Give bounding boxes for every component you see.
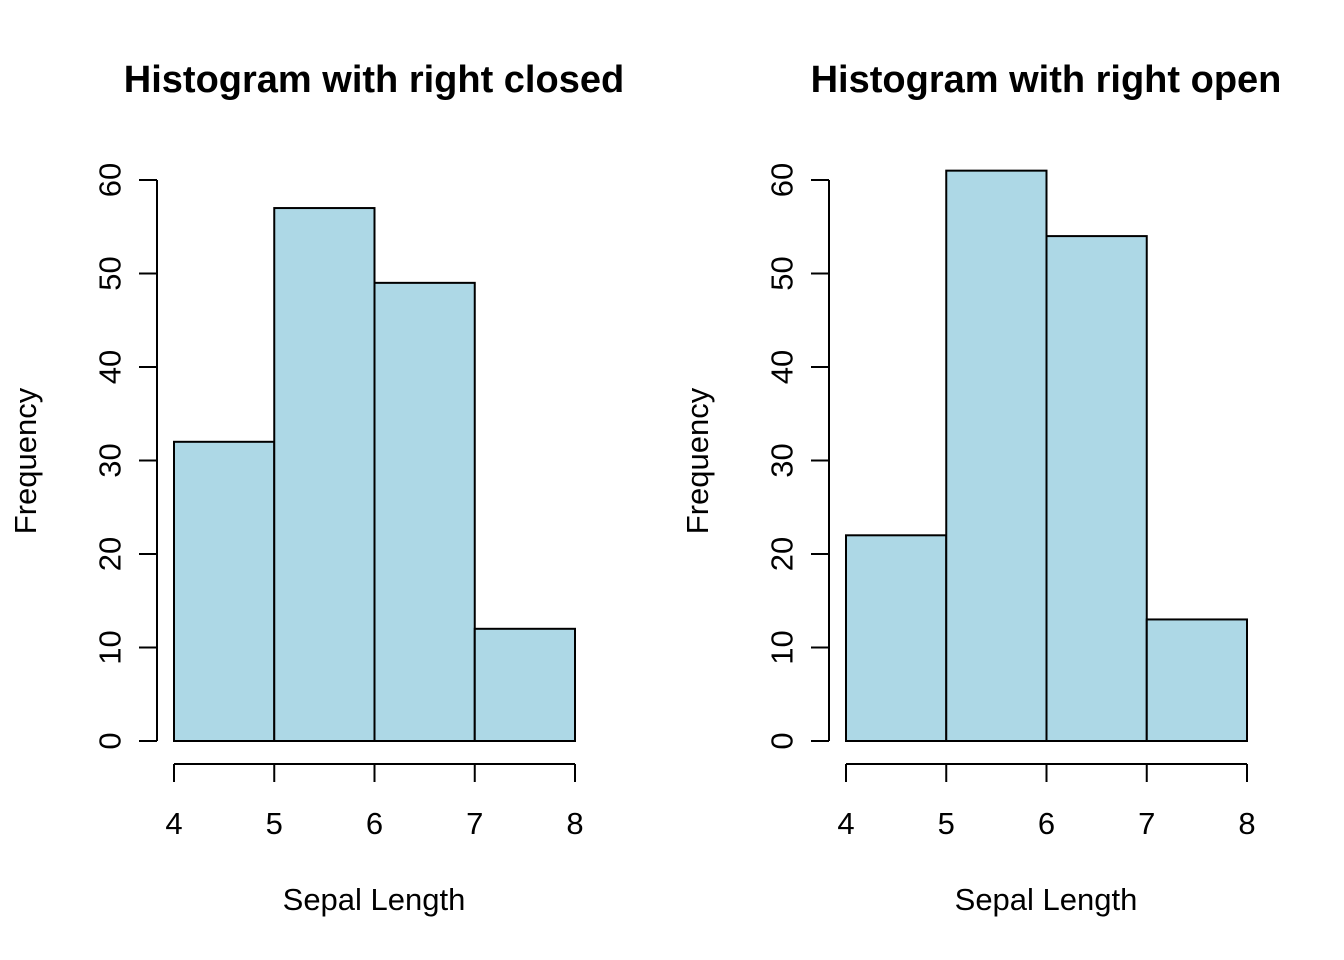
- y-tick-label: 0: [93, 732, 128, 749]
- histogram-bar: [945, 169, 1048, 742]
- y-tick-label: 20: [765, 537, 800, 571]
- histogram-bar: [1045, 235, 1148, 742]
- y-tick-label: 20: [93, 537, 128, 571]
- histogram-bar: [373, 281, 476, 742]
- histogram-bar: [845, 534, 948, 742]
- y-tick-label: 50: [93, 256, 128, 290]
- x-tick-label: 6: [366, 806, 383, 841]
- y-tick-label: 10: [765, 630, 800, 664]
- y-tick-label: 60: [765, 163, 800, 197]
- x-tick-label: 5: [938, 806, 955, 841]
- y-tick-label: 40: [765, 350, 800, 384]
- x-axis-title: Sepal Length: [955, 882, 1138, 917]
- x-axis: 4 5 6 7 8: [165, 763, 584, 841]
- y-tick-label: 60: [93, 163, 128, 197]
- histogram-bar: [1145, 618, 1248, 743]
- x-tick-label: 8: [566, 806, 583, 841]
- chart-title: Histogram with right open: [811, 59, 1282, 101]
- y-tick-label: 0: [765, 732, 800, 749]
- bar-group: [845, 169, 1248, 743]
- y-tick-label: 30: [93, 443, 128, 477]
- x-tick-label: 6: [1038, 806, 1055, 841]
- x-tick-label: 8: [1238, 806, 1255, 841]
- x-axis-title: Sepal Length: [283, 882, 466, 917]
- histogram-bar: [473, 627, 576, 742]
- y-tick-label: 40: [93, 350, 128, 384]
- y-axis: 0 10 20 30 40 50 60: [765, 163, 830, 750]
- y-tick-label: 50: [765, 256, 800, 290]
- x-tick-label: 7: [1138, 806, 1155, 841]
- y-tick-label: 10: [93, 630, 128, 664]
- bar-group: [173, 207, 576, 743]
- y-axis-title: Frequency: [8, 387, 43, 534]
- y-axis: 0 10 20 30 40 50 60: [93, 163, 158, 750]
- x-axis: 4 5 6 7 8: [837, 763, 1256, 841]
- chart-title: Histogram with right closed: [124, 59, 624, 101]
- histogram-bar: [273, 207, 376, 743]
- y-axis-title: Frequency: [680, 387, 715, 534]
- histogram-panel-right-closed: Histogram with right closed Frequency Se…: [8, 59, 624, 917]
- x-tick-label: 4: [165, 806, 182, 841]
- histogram-panel-right-open: Histogram with right open Frequency Sepa…: [680, 59, 1281, 917]
- x-tick-label: 4: [837, 806, 854, 841]
- x-tick-label: 7: [466, 806, 483, 841]
- y-tick-label: 30: [765, 443, 800, 477]
- histogram-bar: [173, 440, 276, 742]
- x-tick-label: 5: [266, 806, 283, 841]
